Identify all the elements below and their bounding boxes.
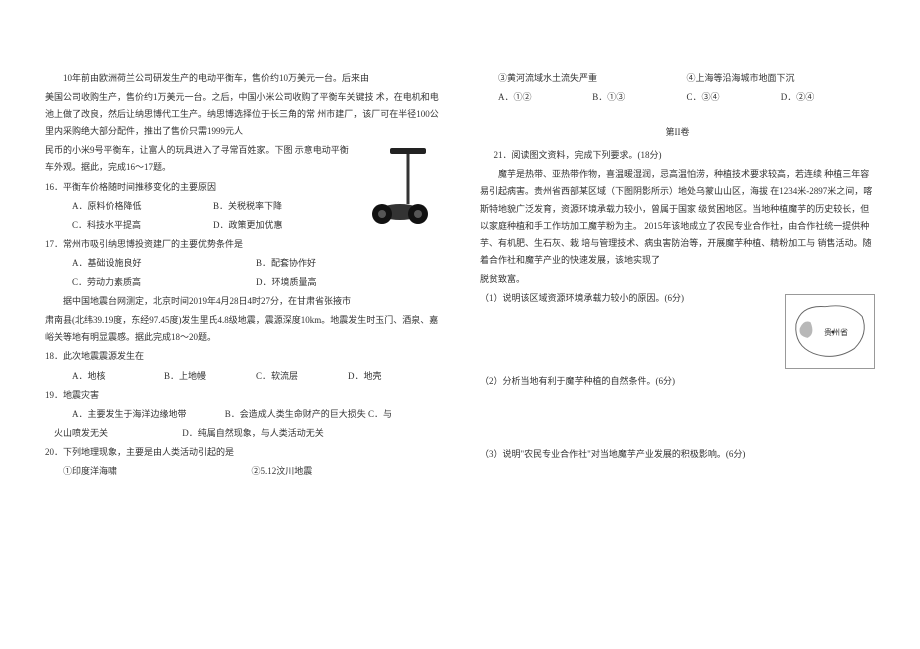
q17-opts-row2: C．劳动力素质高 D．环境质量高	[45, 274, 440, 291]
q20-opt1: ①印度洋海啸	[63, 463, 252, 480]
q20-d: D．②④	[781, 89, 875, 106]
q19-row1: A．主要发生于海洋边缘地带 B．会造成人类生命财产的巨大损失 C．与	[45, 406, 440, 423]
q16-b: B．关税税率下降	[213, 198, 354, 215]
q19: 19．地震灾害	[45, 387, 440, 404]
q17-opts-row1: A．基础设施良好 B．配套协作好	[45, 255, 440, 272]
q20-a: A．①②	[498, 89, 592, 106]
q20-opt2: ②5.12汶川地震	[252, 463, 441, 480]
q20-opt4: ④上海等沿海城市地面下沉	[687, 70, 876, 87]
q18-opts: A．地核 B．上地幔 C．软流层 D．地壳	[45, 368, 440, 385]
q20-row2: ③黄河流域水土流失严重 ④上海等沿海城市地面下沉	[480, 70, 875, 87]
q20-b: B．①③	[592, 89, 686, 106]
q20-c: C．③④	[687, 89, 781, 106]
q21-sub2: （2）分析当地有利于魔芋种植的自然条件。(6分)	[480, 373, 875, 390]
map-label: 贵州省	[824, 325, 848, 340]
q19-d: D．纯属自然现象，与人类活动无关	[182, 428, 324, 438]
q16-c: C．科技水平提高	[72, 217, 213, 234]
q18: 18．此次地震震源发生在	[45, 348, 440, 365]
eq-para-2: 肃南县(北纬39.19度，东经97.45度)发生里氏4.8级地震，震源深度10k…	[45, 312, 440, 346]
intro-para-1: 10年前由欧洲荷兰公司研发生产的电动平衡车，售价约10万美元一台。后来由	[45, 70, 440, 87]
q17-d: D．环境质量高	[256, 274, 440, 291]
q19-row2: 火山喷发无关 D．纯属自然现象，与人类活动无关	[45, 425, 440, 442]
section-2-title: 第II卷	[480, 124, 875, 141]
eq-para-1: 据中国地震台网测定，北京时间2019年4月28日4时27分，在甘肃省张掖市	[45, 293, 440, 310]
q20-opt3: ③黄河流域水土流失严重	[498, 70, 687, 87]
intro-para-2: 美国公司收购生产，售价约1万美元一台。之后，中国小米公司收购了平衡车关键技 术，…	[45, 89, 440, 140]
q18-d: D．地壳	[348, 368, 440, 385]
q21: 21．阅读图文资料，完成下列要求。(18分)	[480, 147, 875, 164]
q17-b: B．配套协作好	[256, 255, 440, 272]
guizhou-map: 贵州省	[785, 294, 875, 369]
q19-c: 火山喷发无关	[54, 428, 108, 438]
q20-answers: A．①② B．①③ C．③④ D．②④	[480, 89, 875, 106]
q18-a: A．地核	[72, 368, 164, 385]
q21-passage-b: 脱贫致富。	[480, 271, 875, 288]
q18-c: C．软流层	[256, 368, 348, 385]
q19-b: B．会造成人类生命财产的巨大损失 C．与	[225, 409, 392, 419]
q20: 20．下列地理现象，主要是由人类活动引起的是	[45, 444, 440, 461]
q18-b: B．上地幔	[164, 368, 256, 385]
q20-row1: ①印度洋海啸 ②5.12汶川地震	[45, 463, 440, 480]
q21-sub3: （3）说明"农民专业合作社"对当地魔芋产业发展的积极影响。(6分)	[480, 446, 875, 463]
q16-a: A．原料价格降低	[72, 198, 213, 215]
q21-passage: 魔芋是热带、亚热带作物，喜温暖湿润，忌高温怕涝，种植技术要求较高，若连续 种植三…	[480, 166, 875, 269]
q16-opts-row2: C．科技水平提高 D．政策更加优惠	[45, 217, 354, 234]
q17-c: C．劳动力素质高	[72, 274, 256, 291]
q17: 17．常州市吸引纳思博投资建厂的主要优势条件是	[45, 236, 440, 253]
scooter-image	[360, 142, 440, 232]
q16-opts-row1: A．原料价格降低 B．关税税率下降	[45, 198, 354, 215]
q19-a: A．主要发生于海洋边缘地带	[72, 409, 187, 419]
q16-d: D．政策更加优惠	[213, 217, 354, 234]
q17-a: A．基础设施良好	[72, 255, 256, 272]
